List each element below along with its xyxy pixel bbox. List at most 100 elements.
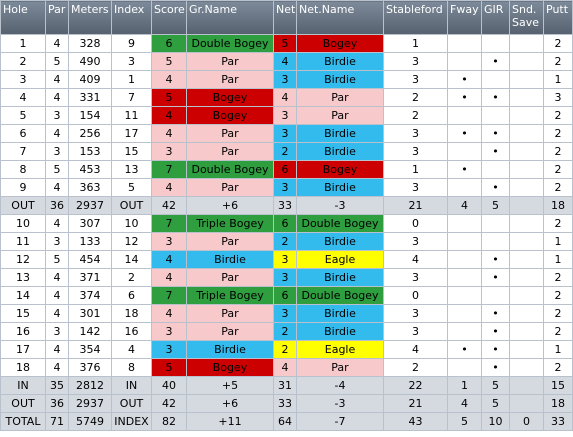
cell-putt: 3	[543, 88, 573, 107]
cell-putt: 2	[543, 160, 573, 179]
cell-par: 35	[45, 376, 69, 395]
table-row: 1 4 328 9 6 Double Bogey 5 Bogey 1 2	[0, 34, 573, 53]
cell-net-name: -4	[296, 376, 384, 395]
cell-gr-name: Bogey	[186, 88, 274, 107]
cell-hole: 4	[0, 88, 46, 107]
cell-net: 33	[273, 196, 297, 215]
cell-par: 4	[45, 340, 69, 359]
cell-gir: •	[481, 268, 510, 287]
cell-net: 6	[273, 214, 297, 233]
cell-par: 4	[45, 124, 69, 143]
col-header-meters[interactable]: Meters	[68, 0, 112, 35]
cell-par: 4	[45, 34, 69, 53]
col-header-putt[interactable]: Putt	[543, 0, 573, 35]
table-row: 7 3 153 15 3 Par 2 Birdie 3 • 2	[0, 142, 573, 161]
cell-hole: 13	[0, 268, 46, 287]
cell-net-name: -7	[296, 412, 384, 431]
summary-row: TOTAL 71 5749 INDEX 82 +11 64 -7 43 5 10 0 33	[0, 412, 573, 431]
col-header-gr-name[interactable]: Gr.Name	[186, 0, 274, 35]
cell-index: 14	[111, 250, 152, 269]
cell-net: 3	[273, 304, 297, 323]
cell-snd	[509, 34, 544, 53]
cell-meters: 2937	[68, 394, 112, 413]
cell-hole: 6	[0, 124, 46, 143]
cell-stableford: 3	[383, 178, 448, 197]
cell-hole: OUT	[0, 196, 46, 215]
cell-net-name: Eagle	[296, 340, 384, 359]
cell-net-name: Birdie	[296, 232, 384, 251]
cell-gr-name: Par	[186, 232, 274, 251]
cell-gir: 5	[481, 376, 510, 395]
cell-meters: 5749	[68, 412, 112, 431]
cell-index: 11	[111, 106, 152, 125]
table-row: 4 4 331 7 5 Bogey 4 Par 2 • • 3	[0, 88, 573, 107]
cell-fway: •	[447, 124, 482, 143]
cell-putt: 1	[543, 250, 573, 269]
cell-putt: 2	[543, 178, 573, 197]
table-row: 17 4 354 4 3 Birdie 2 Eagle 4 • • 1	[0, 340, 573, 359]
cell-gr-name: Par	[186, 268, 274, 287]
cell-score: 7	[151, 160, 187, 179]
cell-hole: 14	[0, 286, 46, 305]
table-row: 2 5 490 3 5 Par 4 Birdie 3 • 2	[0, 52, 573, 71]
cell-snd	[509, 106, 544, 125]
cell-putt: 2	[543, 358, 573, 377]
summary-row: OUT 36 2937 OUT 42 +6 33 -3 21 4 5 18	[0, 394, 573, 413]
col-header-net[interactable]: Net	[273, 0, 297, 35]
cell-net-name: Double Bogey	[296, 214, 384, 233]
col-header-par[interactable]: Par	[45, 0, 69, 35]
cell-net-name: Bogey	[296, 160, 384, 179]
cell-snd	[509, 394, 544, 413]
cell-index: 15	[111, 142, 152, 161]
cell-putt: 2	[543, 286, 573, 305]
cell-putt: 2	[543, 322, 573, 341]
col-header-hole[interactable]: Hole	[0, 0, 46, 35]
cell-snd	[509, 196, 544, 215]
cell-meters: 153	[68, 142, 112, 161]
cell-meters: 454	[68, 250, 112, 269]
cell-score: 7	[151, 214, 187, 233]
cell-gr-name: Triple Bogey	[186, 286, 274, 305]
cell-index: 5	[111, 178, 152, 197]
cell-net: 3	[273, 106, 297, 125]
cell-net-name: Birdie	[296, 70, 384, 89]
cell-snd	[509, 358, 544, 377]
cell-net: 3	[273, 250, 297, 269]
cell-net: 6	[273, 160, 297, 179]
table-row: 13 4 371 2 4 Par 3 Birdie 3 • 2	[0, 268, 573, 287]
cell-score: 3	[151, 142, 187, 161]
col-header-gir[interactable]: GIR	[481, 0, 510, 35]
cell-index: 13	[111, 160, 152, 179]
cell-hole: TOTAL	[0, 412, 46, 431]
cell-snd	[509, 340, 544, 359]
cell-snd	[509, 268, 544, 287]
col-header-index[interactable]: Index	[111, 0, 152, 35]
cell-putt: 2	[543, 214, 573, 233]
cell-gr-name: Par	[186, 142, 274, 161]
col-header-stableford[interactable]: Stableford	[383, 0, 448, 35]
cell-par: 5	[45, 160, 69, 179]
cell-gir	[481, 160, 510, 179]
col-header-net-name[interactable]: Net.Name	[296, 0, 384, 35]
col-header-fway[interactable]: Fway	[447, 0, 482, 35]
cell-fway: 4	[447, 196, 482, 215]
cell-gr-name: Double Bogey	[186, 34, 274, 53]
col-header-score[interactable]: Score	[151, 0, 187, 35]
cell-net-name: Birdie	[296, 322, 384, 341]
col-header-snd-save[interactable]: Snd. Save	[509, 0, 544, 35]
table-row: 11 3 133 12 3 Par 2 Birdie 3 1	[0, 232, 573, 251]
cell-meters: 490	[68, 52, 112, 71]
cell-meters: 307	[68, 214, 112, 233]
table-row: 3 4 409 1 4 Par 3 Birdie 3 • 1	[0, 70, 573, 89]
cell-score: 4	[151, 106, 187, 125]
cell-fway	[447, 232, 482, 251]
cell-score: 3	[151, 232, 187, 251]
cell-score: 42	[151, 394, 187, 413]
cell-gr-name: Par	[186, 70, 274, 89]
cell-gir: •	[481, 322, 510, 341]
cell-net: 31	[273, 376, 297, 395]
cell-net-name: Bogey	[296, 34, 384, 53]
cell-snd	[509, 142, 544, 161]
cell-meters: 363	[68, 178, 112, 197]
cell-snd	[509, 322, 544, 341]
